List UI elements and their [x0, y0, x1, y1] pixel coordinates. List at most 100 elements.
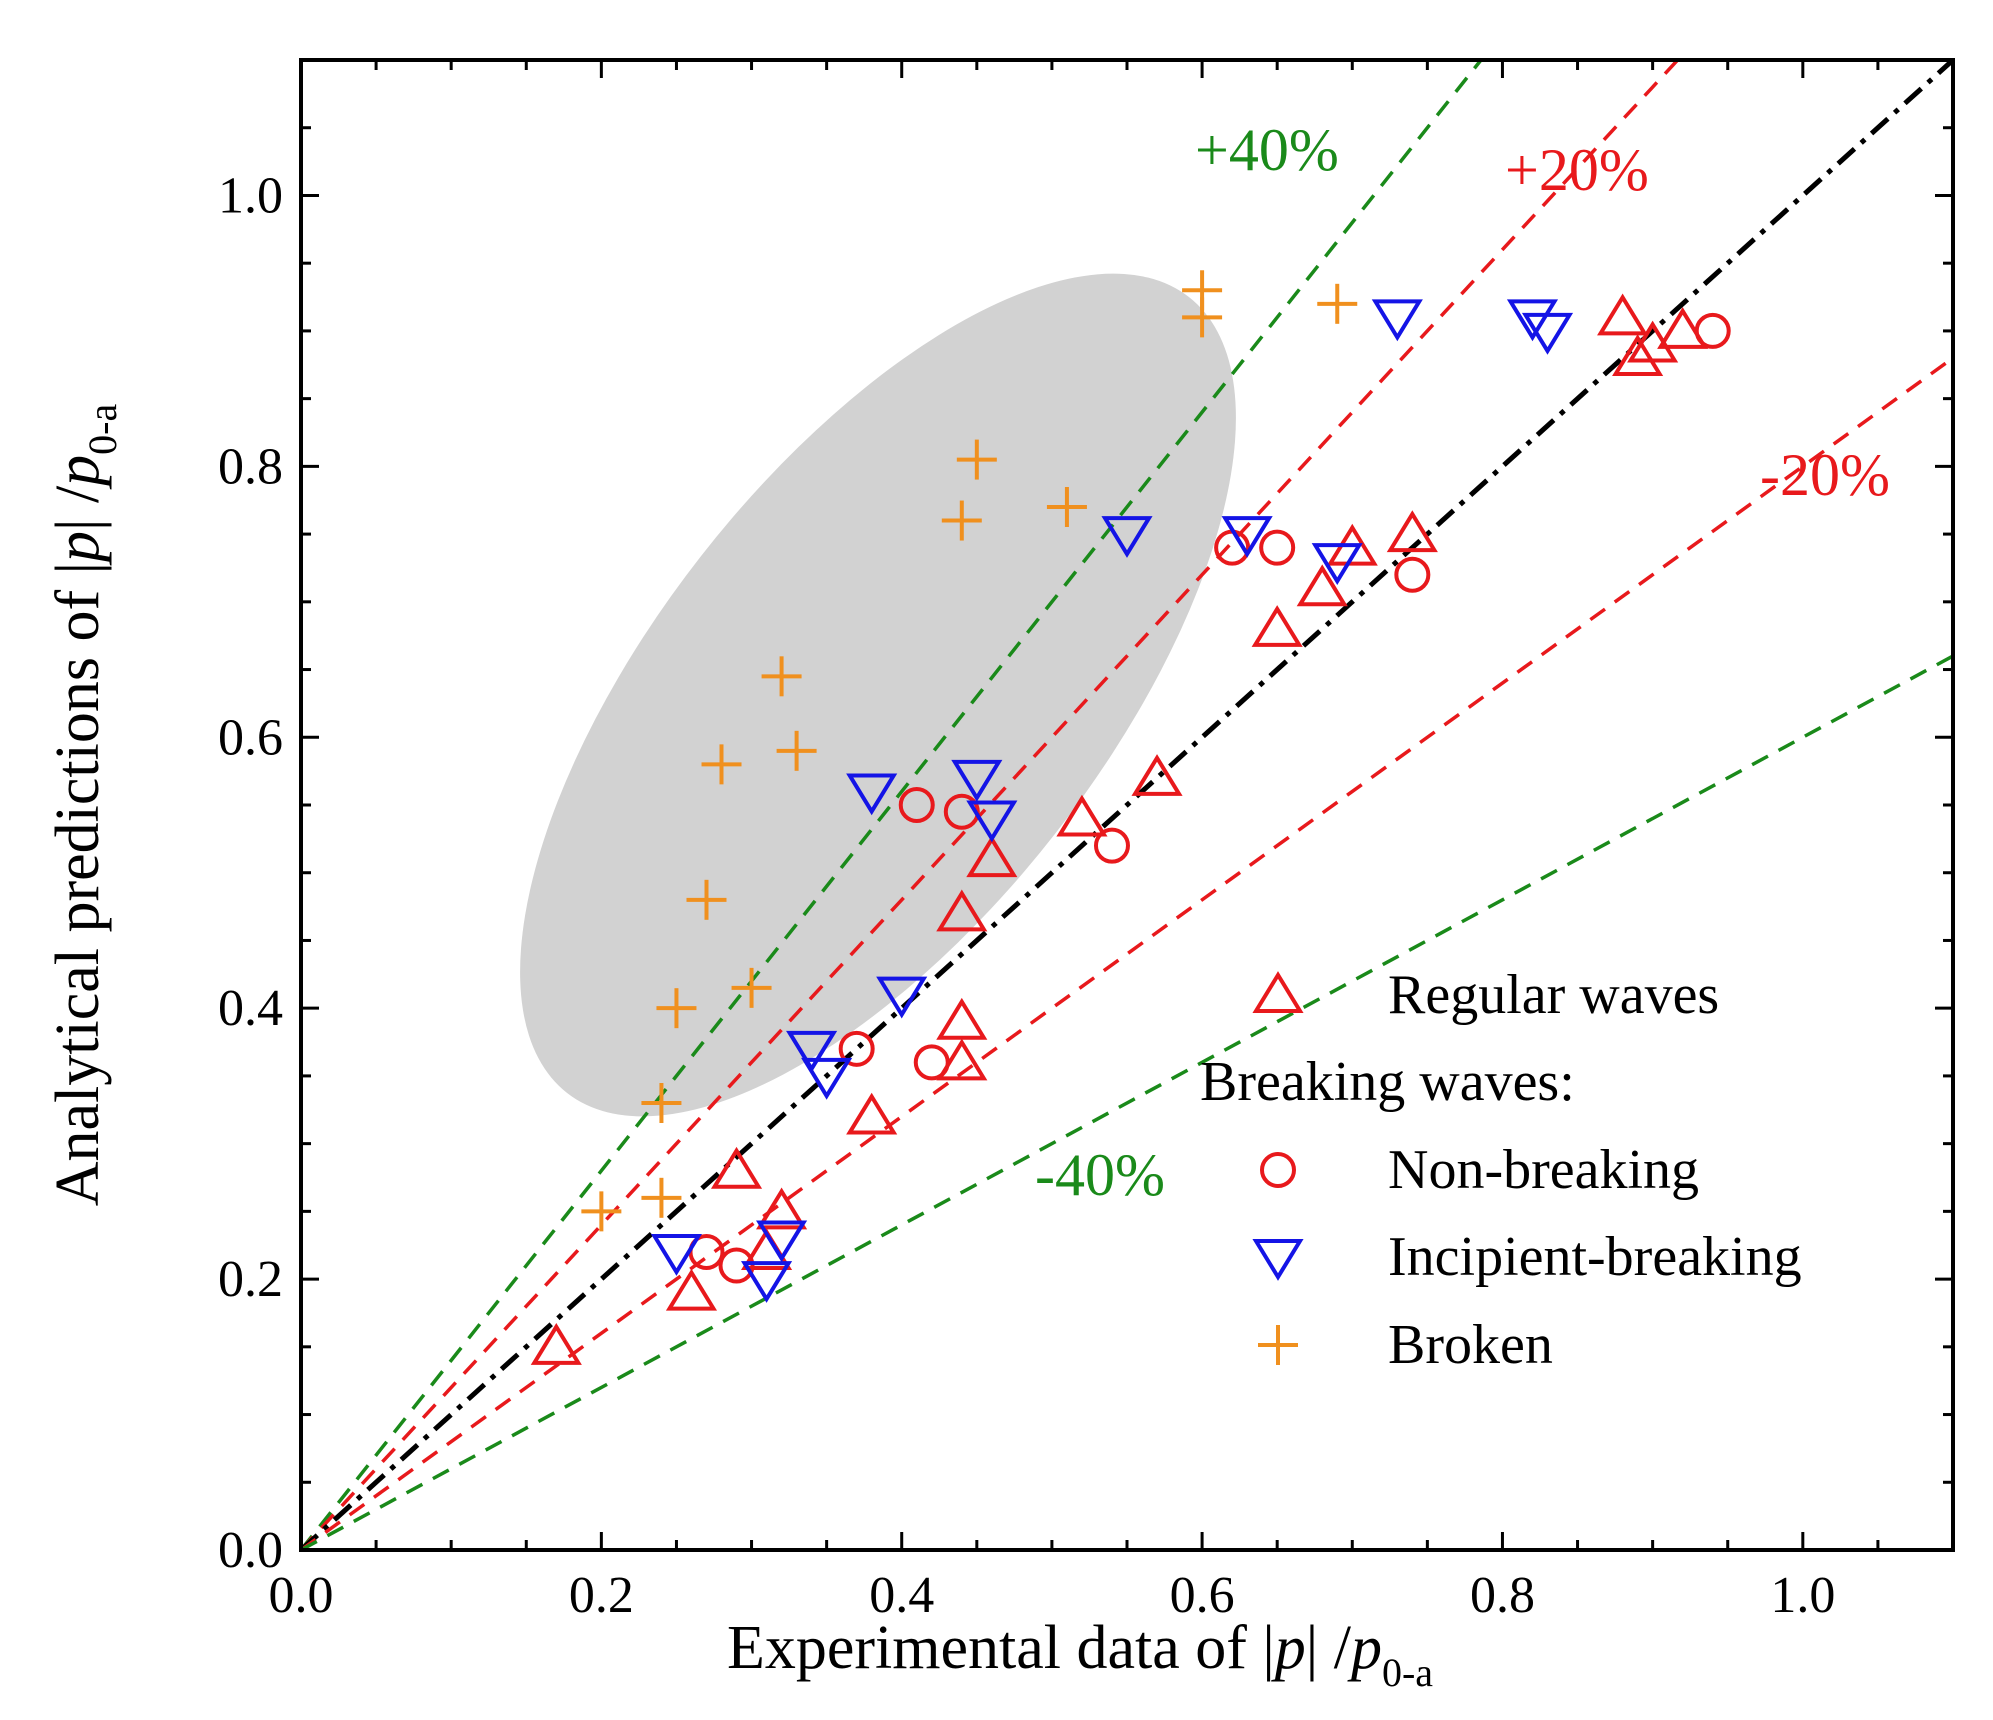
point-non-breaking-9	[1394, 556, 1431, 593]
x-tick-labels: 0.0 0.2 0.4 0.6 0.8 1.0	[269, 1567, 1836, 1624]
point-incipient-breaking-1	[740, 1261, 793, 1303]
point-broken-10	[956, 439, 997, 480]
point-incipient-breaking-0	[650, 1234, 703, 1276]
point-incipient-breaking-11	[1311, 543, 1363, 586]
legend-marker-regular-waves	[1252, 971, 1304, 1013]
point-broken-1	[641, 1083, 682, 1123]
y-tick-labels: 0.0 0.2 0.4 0.6 0.8 1.0	[218, 167, 283, 1579]
reference-line-plusminus-40	[299, 58, 1483, 1552]
point-incipient-breaking-5	[846, 773, 898, 816]
y-tick-label: 0.0	[218, 1522, 283, 1579]
legend-label-regular-waves: Regular waves	[1388, 964, 1719, 1026]
y-axis-title-prefix: Analytical predictions of |	[44, 562, 112, 1206]
reference-label-plusminus-40: +40%	[1195, 117, 1339, 183]
reference-label-plusminus-20: +20%	[1505, 137, 1649, 203]
x-tick-label: 0.2	[569, 1567, 634, 1624]
point-incipient-breaking-14	[1521, 312, 1574, 355]
point-regular-waves-13	[1296, 564, 1348, 607]
y-tick-label: 0.2	[218, 1251, 283, 1308]
x-tick-label: 0.4	[869, 1567, 934, 1624]
y-axis-title-var: p	[44, 531, 112, 566]
legend-marker-broken	[1258, 1325, 1298, 1365]
point-regular-waves-1	[665, 1268, 718, 1311]
point-non-breaking-6	[1093, 827, 1130, 864]
reference-label-minus-40: -40%	[1035, 1142, 1165, 1208]
legend-symbol-regular-waves	[1252, 971, 1304, 1013]
point-regular-waves-11	[1131, 754, 1183, 796]
point-broken-4	[686, 879, 727, 920]
data-markers	[530, 270, 1731, 1365]
point-broken-14	[1317, 283, 1358, 324]
y-tick-label: 0.4	[218, 980, 283, 1037]
point-regular-waves-19	[1657, 307, 1709, 349]
legend-marker-non-breaking	[1260, 1152, 1296, 1188]
highlight-ellipse	[520, 273, 1236, 1117]
point-incipient-breaking-2	[756, 1220, 808, 1263]
point-broken-7	[761, 656, 802, 697]
x-tick-label: 0.6	[1170, 1567, 1235, 1624]
x-axis-title-prefix: Experimental data of |	[727, 1614, 1275, 1682]
point-non-breaking-4	[898, 787, 935, 823]
legend-marker-incipient-breaking	[1252, 1239, 1304, 1281]
point-incipient-breaking-6	[876, 976, 928, 1019]
x-axis-title-mid: | /	[1306, 1614, 1352, 1682]
point-broken-13	[1182, 297, 1223, 338]
y-tick-label: 0.6	[218, 709, 283, 766]
point-non-breaking-8	[1259, 529, 1296, 566]
y-axis-title: Analytical predictions of |p| /p0-a	[44, 404, 125, 1207]
legend-group-label: Breaking waves:	[1200, 1051, 1575, 1113]
series-regular-waves	[530, 293, 1709, 1365]
y-tick-label: 0.8	[218, 438, 283, 495]
y-axis-title-var2: p	[44, 455, 112, 490]
reference-lines	[299, 58, 1955, 1552]
point-incipient-breaking-9	[1101, 516, 1153, 558]
point-regular-waves-6	[936, 1038, 988, 1081]
point-broken-3	[656, 988, 697, 1029]
reference-line-minus-40	[300, 654, 1954, 1552]
legend-label-broken: Broken	[1388, 1314, 1553, 1376]
point-regular-waves-15	[1386, 510, 1438, 553]
point-incipient-breaking-12	[1371, 299, 1423, 342]
y-axis-title-sub: 0-a	[80, 404, 125, 455]
point-incipient-breaking-7	[951, 759, 1003, 802]
point-broken-8	[776, 730, 817, 771]
point-regular-waves-2	[710, 1146, 763, 1189]
point-regular-waves-17	[1612, 334, 1664, 376]
legend-symbol-incipient-breaking	[1252, 1239, 1304, 1281]
point-regular-waves-5	[846, 1092, 898, 1135]
point-incipient-breaking-4	[801, 1057, 853, 1100]
point-incipient-breaking-3	[786, 1030, 838, 1073]
x-axis-title: Experimental data of |p| /p0-a	[727, 1614, 1433, 1695]
point-non-breaking-2	[838, 1030, 875, 1067]
reference-line-plusminus-20	[299, 58, 1679, 1552]
x-tick-label: 1.0	[1770, 1567, 1835, 1624]
point-incipient-breaking-13	[1506, 299, 1559, 342]
point-broken-0	[581, 1191, 622, 1232]
point-broken-11	[1046, 487, 1087, 527]
point-regular-waves-12	[1251, 605, 1303, 647]
legend-symbol-non-breaking	[1260, 1152, 1296, 1188]
series-broken	[581, 270, 1358, 1232]
point-regular-waves-7	[936, 997, 988, 1040]
reference-labels: +40% +20% -20% -40%	[1035, 117, 1890, 1208]
point-non-breaking-10	[1694, 312, 1731, 349]
point-broken-5	[701, 744, 742, 785]
series-incipient-breaking	[650, 299, 1574, 1303]
y-tick-label: 1.0	[218, 167, 283, 224]
point-incipient-breaking-8	[966, 800, 1018, 843]
point-non-breaking-3	[913, 1044, 950, 1081]
x-axis-title-sub: 0-a	[1382, 1650, 1433, 1695]
point-regular-waves-10	[1056, 794, 1108, 837]
reference-line-minus-20	[299, 356, 1955, 1552]
y-axis-title-mid: | /	[44, 485, 112, 531]
legend-label-incipient-breaking: Incipient-breaking	[1388, 1226, 1802, 1288]
point-regular-waves-8	[936, 889, 988, 932]
point-broken-6	[731, 967, 772, 1008]
point-regular-waves-0	[530, 1322, 582, 1365]
point-regular-waves-16	[1597, 293, 1649, 336]
point-non-breaking-1	[718, 1247, 755, 1284]
x-tick-label: 0.0	[269, 1567, 334, 1624]
legend-label-non-breaking: Non-breaking	[1388, 1139, 1699, 1201]
point-broken-9	[941, 500, 982, 541]
